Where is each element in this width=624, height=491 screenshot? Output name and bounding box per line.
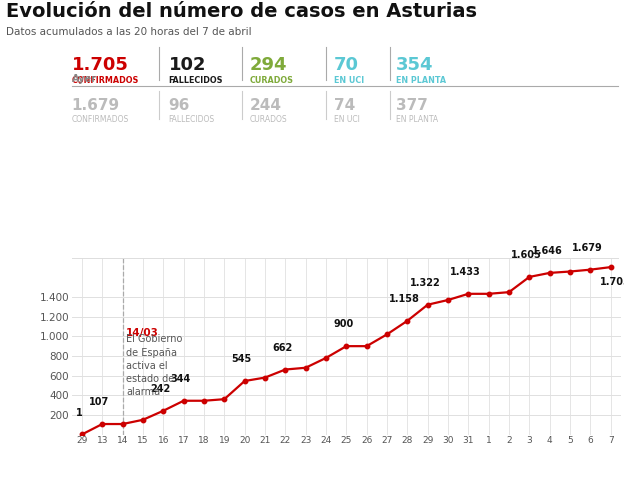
Text: 74: 74 [334, 98, 355, 113]
Text: 14/03: 14/03 [126, 328, 159, 338]
Text: Datos acumulados a las 20 horas del 7 de abril: Datos acumulados a las 20 horas del 7 de… [6, 27, 252, 37]
Text: EN PLANTA: EN PLANTA [396, 115, 439, 124]
Text: 1: 1 [76, 408, 82, 418]
Text: EN UCI: EN UCI [334, 115, 359, 124]
Text: 354: 354 [396, 56, 434, 75]
Text: 96: 96 [168, 98, 190, 113]
Text: 70: 70 [334, 56, 359, 75]
Text: CONFIRMADOS: CONFIRMADOS [72, 76, 139, 85]
Text: FALLECIDOS: FALLECIDOS [168, 115, 215, 124]
Text: 344: 344 [171, 374, 191, 384]
Text: El Gobierno
de España
activa el
estado de
alarma: El Gobierno de España activa el estado d… [126, 334, 183, 397]
Text: CONFIRMADOS: CONFIRMADOS [72, 115, 129, 124]
Text: 900: 900 [333, 320, 354, 329]
Text: 242: 242 [150, 384, 170, 394]
Text: 1.705: 1.705 [600, 276, 624, 287]
Text: Evolución del número de casos en Asturias: Evolución del número de casos en Asturia… [6, 2, 477, 22]
Text: 1.679: 1.679 [572, 243, 603, 253]
Text: 1.646: 1.646 [532, 246, 562, 256]
Text: 662: 662 [273, 343, 293, 353]
Text: 1.679: 1.679 [72, 98, 120, 113]
Text: 377: 377 [396, 98, 428, 113]
Text: 1.705: 1.705 [72, 56, 129, 75]
Text: 102: 102 [168, 56, 206, 75]
Text: 545: 545 [232, 355, 252, 364]
Text: 107: 107 [89, 397, 110, 408]
Text: 294: 294 [250, 56, 287, 75]
Text: 1.322: 1.322 [409, 278, 441, 288]
Text: FALLECIDOS: FALLECIDOS [168, 76, 223, 85]
Text: EN UCI: EN UCI [334, 76, 364, 85]
Text: Ayer: Ayer [72, 74, 97, 84]
Text: EN PLANTA: EN PLANTA [396, 76, 446, 85]
Text: 1.433: 1.433 [450, 267, 481, 277]
Text: 244: 244 [250, 98, 281, 113]
Text: CURADOS: CURADOS [250, 76, 294, 85]
Text: CURADOS: CURADOS [250, 115, 287, 124]
Text: 1.605: 1.605 [511, 250, 542, 260]
Text: 1.158: 1.158 [389, 294, 420, 304]
